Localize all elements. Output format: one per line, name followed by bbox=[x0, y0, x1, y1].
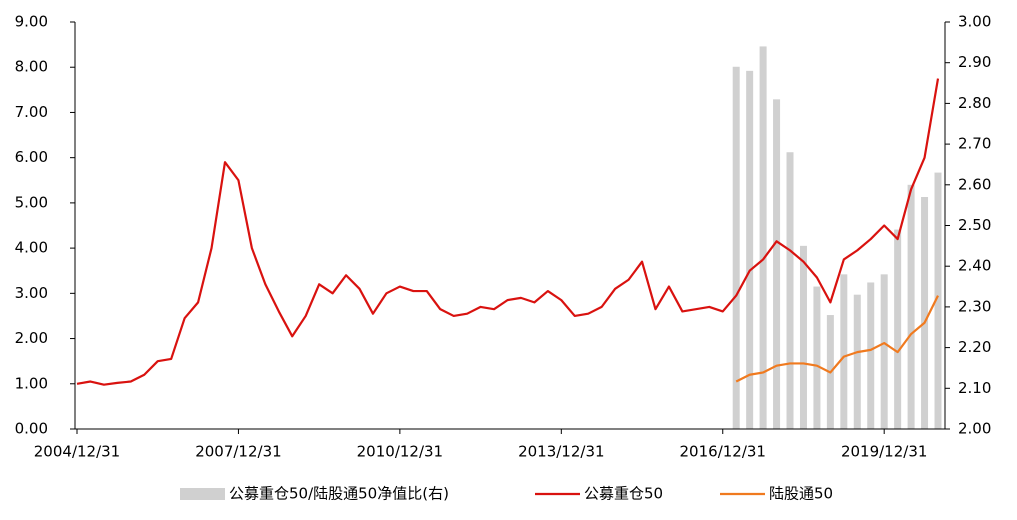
x-tick-label: 2007/12/31 bbox=[195, 443, 281, 461]
y2-tick-label: 2.10 bbox=[958, 379, 991, 397]
y-tick-label: 7.00 bbox=[15, 103, 48, 121]
bar bbox=[921, 197, 929, 429]
bar bbox=[934, 172, 942, 429]
y2-tick-label: 2.90 bbox=[958, 53, 991, 71]
bar bbox=[732, 66, 740, 430]
y-tick-label: 5.00 bbox=[15, 193, 48, 211]
y-tick-label: 6.00 bbox=[15, 148, 48, 166]
bar bbox=[746, 70, 754, 429]
y-tick-label: 2.00 bbox=[15, 329, 48, 347]
legend-label: 陆股通50 bbox=[769, 485, 833, 503]
y2-tick-label: 2.50 bbox=[958, 216, 991, 234]
y2-tick-label: 2.00 bbox=[958, 420, 991, 438]
x-tick-label: 2013/12/31 bbox=[518, 443, 604, 461]
line-series bbox=[735, 295, 939, 383]
legend-swatch bbox=[180, 488, 225, 500]
y2-tick-label: 2.70 bbox=[958, 135, 991, 153]
y-tick-label: 3.00 bbox=[15, 284, 48, 302]
legend-label: 公募重仓50 bbox=[584, 485, 663, 503]
y2-tick-label: 2.80 bbox=[958, 94, 991, 112]
y2-tick-label: 3.00 bbox=[958, 13, 991, 31]
y-tick-label: 8.00 bbox=[15, 58, 48, 76]
bar bbox=[853, 294, 861, 429]
y-tick-label: 0.00 bbox=[15, 420, 48, 438]
bar bbox=[894, 229, 902, 429]
bar bbox=[786, 152, 794, 430]
x-tick-label: 2010/12/31 bbox=[357, 443, 443, 461]
y2-tick-label: 2.40 bbox=[958, 257, 991, 275]
y-tick-label: 9.00 bbox=[15, 13, 48, 31]
x-tick-label: 2019/12/31 bbox=[841, 443, 927, 461]
y2-tick-label: 2.20 bbox=[958, 338, 991, 356]
bar bbox=[759, 46, 767, 430]
bar bbox=[880, 274, 888, 429]
line-series bbox=[76, 78, 940, 386]
x-tick-label: 2004/12/31 bbox=[34, 443, 120, 461]
bar bbox=[840, 274, 848, 429]
y2-tick-label: 2.30 bbox=[958, 297, 991, 315]
legend-label: 公募重仓50/陆股通50净值比(右) bbox=[229, 485, 449, 503]
y-tick-label: 4.00 bbox=[15, 239, 48, 257]
x-tick-label: 2016/12/31 bbox=[680, 443, 766, 461]
bar bbox=[867, 282, 875, 429]
bar bbox=[773, 99, 781, 429]
bar bbox=[813, 286, 821, 429]
y2-tick-label: 2.60 bbox=[958, 175, 991, 193]
bar bbox=[907, 184, 915, 429]
y-tick-label: 1.00 bbox=[15, 374, 48, 392]
bar bbox=[799, 245, 807, 429]
